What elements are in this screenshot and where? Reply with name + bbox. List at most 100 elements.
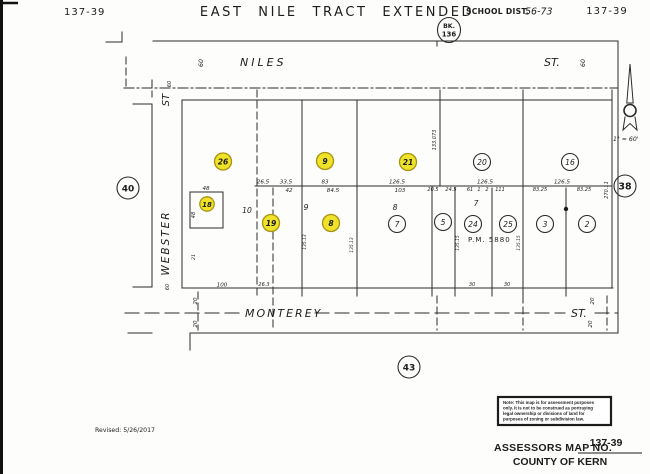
parcel-21-number: 21 [403,158,414,167]
dim-133-073: 133.073 [432,130,438,151]
parcel-8-number: 8 [328,219,333,228]
monterey-street-name: MONTEREY [245,307,322,320]
map-ref-east: 38 [618,182,632,193]
dim-20-5: 20.5 [427,187,438,193]
parcel-18-boundary-box [189,191,224,229]
lot-7-label: 7 [474,199,479,208]
dim-135-15-a: 135.15 [455,235,461,251]
dim-21: 21 [191,254,197,260]
dim-270-11: 270.11 [604,181,610,199]
dim-83-25-a: 83.25 [533,187,547,193]
parcel-8-circle [321,213,341,233]
parcel-21-circle [398,152,418,172]
north-arrow [622,63,638,132]
dim-30-a: 30 [469,282,475,288]
parcel-20-number: 20 [477,158,487,167]
parcel-19-circle [261,213,281,233]
parcel-2-number: 2 [585,220,590,229]
page-title: EAST NILE TRACT EXTENDED [200,5,474,20]
parcel-26-number: 26 [218,158,229,167]
corner-monument-dot [563,206,569,212]
monterey-width-sw: 20 [193,320,199,328]
revised-date: Revised: 5/26/2017 [95,427,155,434]
monterey-width-se: 20 [588,320,594,328]
niles-street-name: NILES [240,56,287,69]
dim-24-5: 24.5 [445,187,456,193]
parcel-7-number: 7 [395,220,400,229]
niles-street-abbr: ST. [544,56,560,69]
map-ref-east-circle [613,174,637,198]
parcel-9-number: 9 [322,157,327,166]
parcel-16-number: 16 [565,158,575,167]
block-outline [181,89,614,289]
monterey-street-abbr: ST. [571,307,587,320]
dim-30-b: 30 [504,282,510,288]
dim-33-5: 33.5 [280,180,293,186]
parcel-map-5880-label: P.M. 5880 [468,236,511,244]
niles-north-line [152,40,619,47]
dim-83-25-b: 83.25 [577,187,591,193]
parcel-24-circle [463,214,483,234]
parcel-circles-bottom-row: 18 19 8 7 5 24 25 3 2 [199,196,597,234]
dim-48-side: 48 [191,212,197,218]
north-arrow-circle [623,103,637,118]
dim-111: 111 [495,187,505,193]
assessors-map-number: 137-39 [590,437,623,449]
school-district-label: SCHOOL DIST. [466,7,529,16]
parcel-3-number: 3 [543,220,548,229]
parcel-3-circle [535,214,555,234]
parcel-2-circle [577,214,597,234]
parcel-19-number: 19 [266,219,277,228]
northwest-corner-mark [105,31,123,43]
parcel-16-circle [560,152,580,172]
webster-width-top: 60 [167,81,173,87]
note-line-3: legal ownership or divisions of land for [503,411,585,416]
parcel-24-number: 24 [468,220,478,229]
map-ref-south: 43 [403,364,416,374]
webster-street-abbr: ST [161,93,172,106]
monterey-width-nw: 20 [193,297,199,305]
niles-width-east: 60 [580,59,587,67]
monterey-south-line [127,332,619,351]
webster-street-line [132,103,153,288]
dim-61: 61 [467,187,473,193]
parcel-5-circle [433,212,453,232]
parcel-25-number: 25 [503,220,513,229]
note-line-1: Note: This map is for assessment purpose… [503,400,595,405]
book-number: 136 [442,31,457,39]
scale-label: 1" = 60' [613,136,639,143]
book-abbr: BK. [443,23,455,30]
niles-west-dashed-stubs [125,56,153,98]
north-arrow-fletch [622,116,638,132]
parcel-5-number: 5 [441,218,446,227]
dim-42: 42 [285,188,293,194]
dim-100: 100 [217,283,228,289]
dim-126-5-c: 126.5 [554,180,570,186]
parcel-circles-top-row: 26 9 21 20 16 [213,151,580,172]
dim-83: 83 [321,180,329,186]
dim-26-5: 26.5 [257,180,270,186]
disclaimer-note-box [496,395,613,427]
sheet-number-left: 137-39 [64,7,105,18]
webster-width-bottom: 60 [165,284,171,290]
lot-8-label: 8 [393,203,398,212]
dim-48-top: 48 [202,186,210,192]
dim-1: 1 [477,187,480,193]
dim-135-13-b: 135.13 [349,237,355,253]
parcel-9-circle [315,151,335,171]
dim-126-5-b: 126.5 [477,180,493,186]
assessors-map-label: ASSESSORS MAP NO. [494,442,612,454]
parcel-18-number: 18 [202,201,212,209]
sheet-number-right: 137-39 [586,6,627,17]
monterey-width-ne: 20 [590,297,596,305]
dim-135-13-a: 135.13 [302,234,308,250]
county-label: COUNTY OF KERN [513,456,607,468]
parcel-7-circle [387,214,407,234]
dim-126-5-a: 126.5 [389,180,405,186]
dim-135-15-b: 135.15 [516,235,522,251]
dim-2: 2 [485,187,488,193]
map-ref-west-circle [116,176,140,200]
school-district-value: 56-73 [525,7,553,18]
